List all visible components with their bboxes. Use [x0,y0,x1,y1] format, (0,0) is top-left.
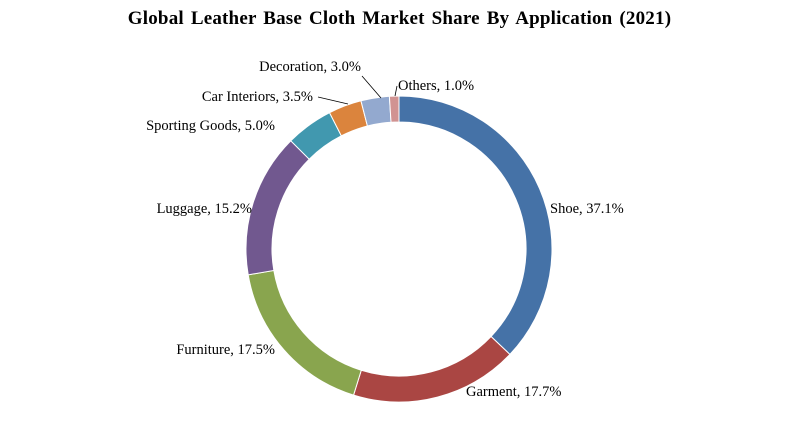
leader-lines [317,75,398,105]
slice-furniture [247,269,362,396]
label-others: Others, 1.0% [398,78,474,94]
label-decoration: Decoration, 3.0% [259,59,361,75]
leader-line-decoration [361,75,382,99]
slice-luggage [245,140,310,276]
slice-others [388,95,400,123]
leader-line-others [394,85,398,97]
label-luggage: Luggage, 15.2% [157,201,252,217]
chart-title: Global Leather Base Cloth Market Share B… [127,8,672,29]
label-car-interiors: Car Interiors, 3.5% [202,89,313,105]
slice-shoe [398,95,553,356]
label-shoe: Shoe, 37.1% [550,201,624,217]
label-furniture: Furniture, 17.5% [176,342,275,358]
slice-labels: Shoe, 37.1% Garment, 17.7% Furniture, 17.5… [146,59,624,400]
label-sporting-goods: Sporting Goods, 5.0% [146,118,275,134]
label-garment: Garment, 17.7% [466,384,561,400]
leader-line-car-interiors [317,96,349,105]
donut-slices [245,95,553,403]
